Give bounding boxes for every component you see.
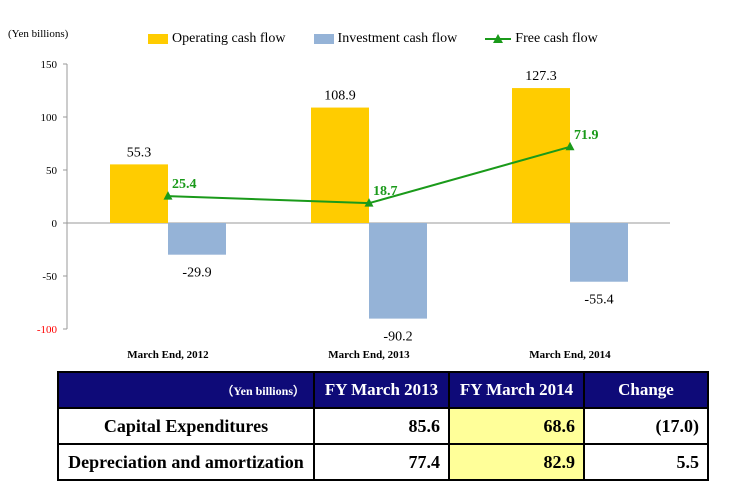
x-tick-label: March End, 2014 xyxy=(529,349,611,361)
cell-capex-change: (17.0) xyxy=(583,407,709,445)
y-tick-label: 150 xyxy=(41,59,58,71)
bar-investment xyxy=(570,223,628,282)
capex-table: （Yen billions） FY March 2013 FY March 20… xyxy=(57,371,709,481)
legend-label-operating: Operating cash flow xyxy=(172,31,286,46)
point-free-cash-flow xyxy=(565,141,575,151)
table-row: Capital Expenditures 85.6 68.6 (17.0) xyxy=(57,407,709,445)
table-unit-header: （Yen billions） xyxy=(57,371,315,409)
cell-depreciation-fy2013: 77.4 xyxy=(313,443,450,481)
line-label-free-cash-flow: 18.7 xyxy=(373,184,398,199)
bar-label-investment: -90.2 xyxy=(383,330,412,345)
x-tick-label: March End, 2013 xyxy=(328,349,410,361)
legend-item-operating: Operating cash flow xyxy=(148,31,286,47)
bar-investment xyxy=(369,223,427,319)
line-label-free-cash-flow: 25.4 xyxy=(172,177,197,192)
bar-operating xyxy=(311,107,369,223)
bar-label-operating: 127.3 xyxy=(525,69,557,84)
bar-label-operating: 108.9 xyxy=(324,89,356,104)
legend-item-free: Free cash flow xyxy=(485,31,598,47)
y-tick-label: -100 xyxy=(37,324,58,336)
unit-label: (Yen billions) xyxy=(8,28,69,40)
cell-depreciation-fy2014: 82.9 xyxy=(448,443,585,481)
legend-item-investment: Investment cash flow xyxy=(313,31,458,47)
y-tick-label: -50 xyxy=(42,271,57,283)
legend-label-free: Free cash flow xyxy=(515,31,598,46)
point-free-cash-flow xyxy=(163,191,173,200)
bar-operating xyxy=(110,164,168,223)
row-label-depreciation: Depreciation and amortization xyxy=(57,443,315,481)
legend-label-investment: Investment cash flow xyxy=(337,31,458,46)
legend-swatch-free xyxy=(485,33,512,45)
table-header-fy2014: FY March 2014 xyxy=(448,371,585,409)
row-label-capex: Capital Expenditures xyxy=(57,407,315,445)
cell-depreciation-change: 5.5 xyxy=(583,443,709,481)
x-tick-label: March End, 2012 xyxy=(127,349,209,361)
cell-capex-fy2014: 68.6 xyxy=(448,407,585,445)
y-tick-label: 50 xyxy=(46,165,58,177)
legend-swatch-operating xyxy=(148,34,168,44)
line-label-free-cash-flow: 71.9 xyxy=(574,128,599,143)
table-header-fy2013: FY March 2013 xyxy=(313,371,450,409)
table-header-change: Change xyxy=(583,371,709,409)
cell-capex-fy2013: 85.6 xyxy=(313,407,450,445)
bar-label-operating: 55.3 xyxy=(127,145,152,160)
chart-legend: Operating cash flow Investment cash flow… xyxy=(148,31,626,47)
point-free-cash-flow xyxy=(364,198,374,207)
cash-flow-chart: 150 100 50 0 -50 -100 55.3 -29.9 March End, 2012… xyxy=(37,59,670,361)
legend-swatch-investment xyxy=(313,34,334,44)
y-tick-label: 100 xyxy=(41,112,58,124)
bar-label-investment: -55.4 xyxy=(584,293,613,308)
table-header-row: （Yen billions） FY March 2013 FY March 20… xyxy=(57,371,709,409)
table-row: Depreciation and amortization 77.4 82.9 … xyxy=(57,443,709,481)
y-tick-label: 0 xyxy=(52,218,58,230)
bar-investment xyxy=(168,223,226,255)
bar-label-investment: -29.9 xyxy=(182,266,211,281)
